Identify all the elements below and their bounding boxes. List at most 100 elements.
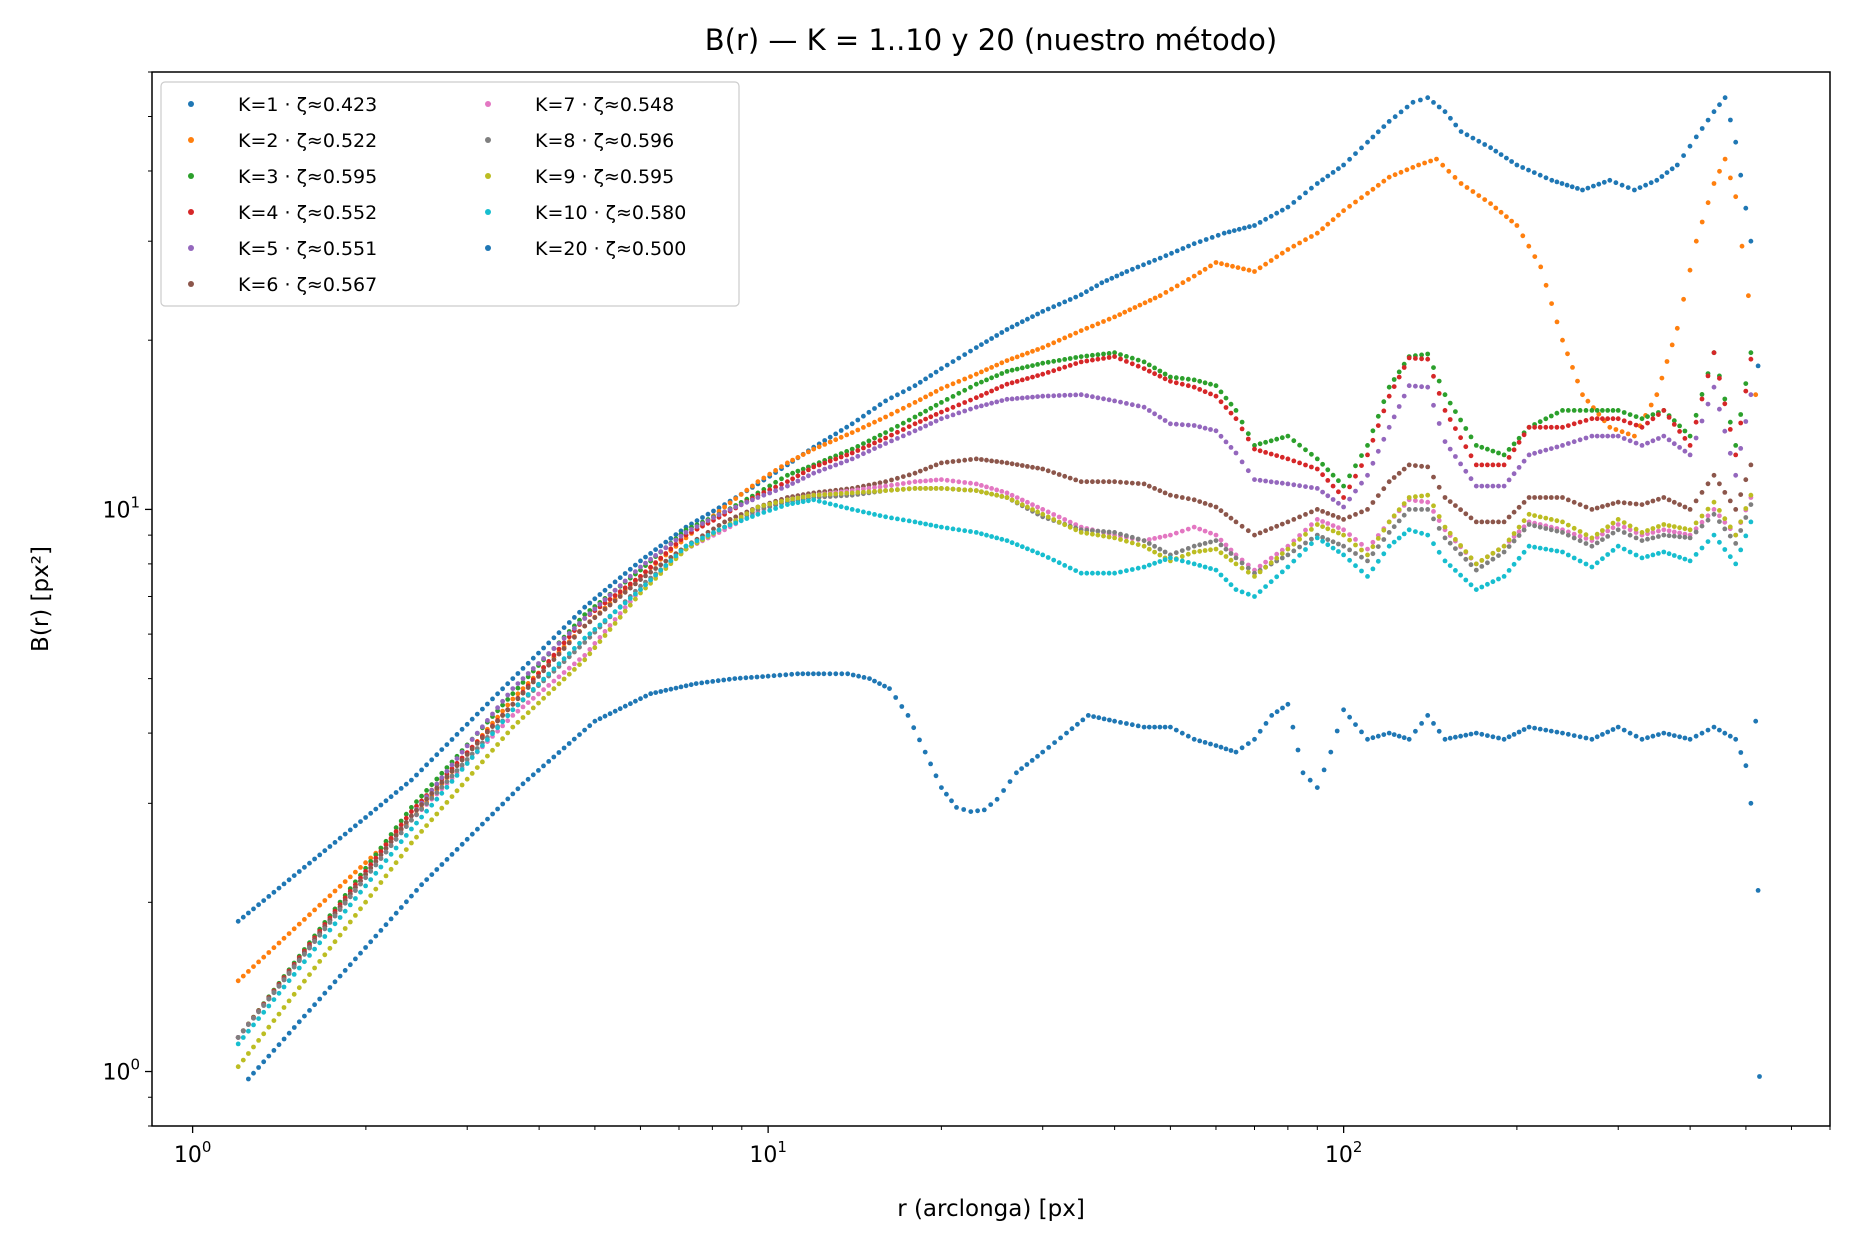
data-point [822, 438, 828, 443]
data-point [1442, 439, 1448, 444]
data-point [500, 708, 505, 714]
data-point [235, 1035, 241, 1040]
data-point [1537, 524, 1543, 530]
data-point [1197, 563, 1203, 568]
data-point [1084, 358, 1090, 364]
data-point [251, 964, 256, 969]
data-point [973, 456, 979, 462]
data-point [1274, 254, 1280, 260]
data-point [286, 998, 292, 1004]
data-point [1577, 558, 1583, 564]
data-point [566, 665, 572, 671]
data-point [962, 352, 968, 357]
data-point [1645, 536, 1650, 542]
data-point [790, 470, 795, 476]
data-point [900, 389, 906, 395]
data-point [1468, 582, 1474, 588]
data-point [889, 438, 894, 444]
data-point [261, 1003, 267, 1008]
data-point [1583, 735, 1589, 741]
data-point [317, 932, 323, 938]
legend-label: K=1 · ζ≈0.423 [238, 94, 377, 116]
data-point [1040, 511, 1046, 517]
series-3 [235, 350, 1754, 1040]
data-point [1035, 753, 1040, 759]
data-point [312, 1002, 317, 1008]
data-point [1526, 452, 1532, 458]
data-point [1453, 546, 1458, 551]
data-point [1485, 519, 1490, 525]
data-point [1347, 156, 1352, 162]
data-point [1208, 427, 1213, 432]
data-point [353, 823, 358, 829]
data-point [999, 536, 1005, 542]
data-point [668, 555, 674, 560]
data-point [577, 644, 582, 650]
data-point [1589, 535, 1595, 541]
data-point [317, 902, 323, 908]
data-point [1699, 545, 1705, 551]
data-point [979, 403, 984, 409]
data-point [1610, 416, 1616, 422]
data-point [883, 435, 888, 441]
data-point [968, 457, 973, 462]
data-point [1419, 530, 1424, 536]
data-point [1682, 534, 1688, 540]
data-point [711, 515, 716, 521]
data-point [668, 686, 674, 692]
data-point [1453, 734, 1458, 740]
data-point [1180, 280, 1186, 286]
data-point [1682, 504, 1688, 510]
data-point [1268, 213, 1274, 219]
data-point [1425, 95, 1431, 101]
data-point [1613, 180, 1619, 186]
data-point [1179, 558, 1185, 564]
data-point [749, 675, 754, 680]
data-point [1537, 419, 1543, 425]
data-point [520, 715, 526, 720]
data-point [556, 641, 562, 646]
data-point [622, 589, 628, 595]
data-point [1396, 535, 1402, 541]
data-point [1157, 488, 1163, 494]
data-point [1359, 509, 1364, 515]
data-point [1268, 479, 1274, 485]
data-point [1753, 718, 1759, 724]
data-point [495, 728, 500, 734]
data-point [1314, 517, 1320, 522]
data-point [1202, 425, 1208, 431]
data-point [643, 573, 648, 579]
data-point [464, 836, 470, 842]
data-point [1202, 528, 1208, 534]
data-point [1162, 724, 1168, 730]
data-point [1180, 246, 1186, 251]
data-point [510, 701, 516, 707]
data-point [515, 671, 521, 676]
data-point [587, 634, 593, 640]
data-point [1392, 172, 1398, 178]
data-point [1543, 424, 1549, 430]
data-point [816, 468, 822, 474]
data-point [1391, 732, 1397, 737]
data-point [912, 421, 918, 427]
data-point [561, 676, 567, 682]
data-point [1223, 542, 1229, 548]
data-point [1583, 561, 1589, 567]
data-point [1162, 376, 1168, 382]
data-point [658, 543, 664, 549]
data-point [1218, 572, 1224, 578]
data-point [1516, 729, 1522, 735]
data-point [449, 779, 455, 784]
data-point [1213, 428, 1219, 434]
data-point [1473, 483, 1479, 489]
data-point [912, 470, 918, 476]
data-point [490, 724, 495, 729]
data-point [1386, 119, 1392, 124]
data-point [643, 554, 648, 560]
data-point [1030, 374, 1035, 380]
data-point [592, 627, 598, 632]
data-point [1633, 530, 1639, 535]
data-point [1297, 544, 1302, 550]
data-point [1218, 433, 1224, 439]
data-point [1208, 502, 1213, 508]
